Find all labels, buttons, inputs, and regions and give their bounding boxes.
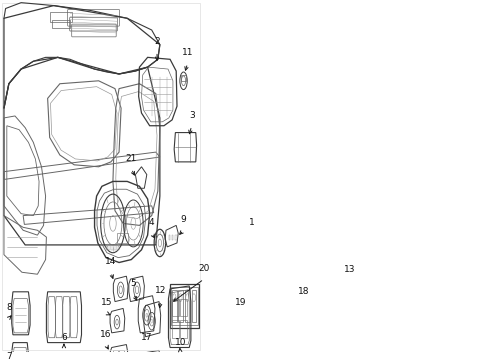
Bar bbox=[336, 329, 343, 350]
Bar bbox=[117, 245, 119, 250]
Text: 7: 7 bbox=[6, 352, 12, 360]
Bar bbox=[114, 245, 116, 250]
Bar bbox=[336, 302, 343, 323]
Bar bbox=[180, 320, 187, 338]
Bar bbox=[175, 235, 176, 240]
Bar bbox=[192, 290, 196, 322]
Bar bbox=[172, 287, 198, 325]
Text: 10: 10 bbox=[174, 338, 186, 347]
Bar bbox=[108, 245, 110, 250]
Text: 12: 12 bbox=[155, 286, 167, 295]
Text: 11: 11 bbox=[182, 48, 194, 57]
Text: 1: 1 bbox=[249, 218, 255, 227]
Bar bbox=[336, 356, 343, 360]
Text: 6: 6 bbox=[61, 333, 67, 342]
Bar bbox=[327, 302, 335, 323]
Bar bbox=[169, 235, 170, 240]
Text: 20: 20 bbox=[198, 264, 210, 273]
Bar bbox=[120, 350, 124, 360]
Text: 19: 19 bbox=[235, 298, 246, 307]
Text: 17: 17 bbox=[141, 333, 152, 342]
Text: 9: 9 bbox=[181, 215, 186, 224]
Text: 14: 14 bbox=[105, 257, 117, 266]
Bar bbox=[327, 329, 335, 350]
Bar bbox=[105, 245, 107, 250]
Bar bbox=[181, 75, 186, 81]
Text: 18: 18 bbox=[298, 287, 309, 296]
Bar bbox=[178, 290, 183, 322]
Bar bbox=[172, 235, 173, 240]
Text: 15: 15 bbox=[101, 298, 113, 307]
Text: 5: 5 bbox=[130, 279, 136, 288]
Bar bbox=[172, 290, 176, 322]
Text: 2: 2 bbox=[154, 37, 160, 46]
Bar bbox=[170, 284, 199, 328]
Text: 4: 4 bbox=[149, 218, 154, 227]
Bar bbox=[113, 350, 118, 360]
Bar bbox=[118, 233, 127, 243]
Bar bbox=[111, 245, 113, 250]
Bar bbox=[327, 356, 335, 360]
Bar bbox=[172, 299, 179, 316]
Text: 3: 3 bbox=[189, 111, 195, 120]
Text: 8: 8 bbox=[6, 303, 12, 312]
Text: 13: 13 bbox=[344, 265, 355, 274]
Text: 21: 21 bbox=[125, 154, 137, 163]
Text: 16: 16 bbox=[100, 330, 112, 339]
Bar bbox=[172, 320, 179, 338]
Bar bbox=[180, 299, 187, 316]
Bar bbox=[185, 290, 190, 322]
